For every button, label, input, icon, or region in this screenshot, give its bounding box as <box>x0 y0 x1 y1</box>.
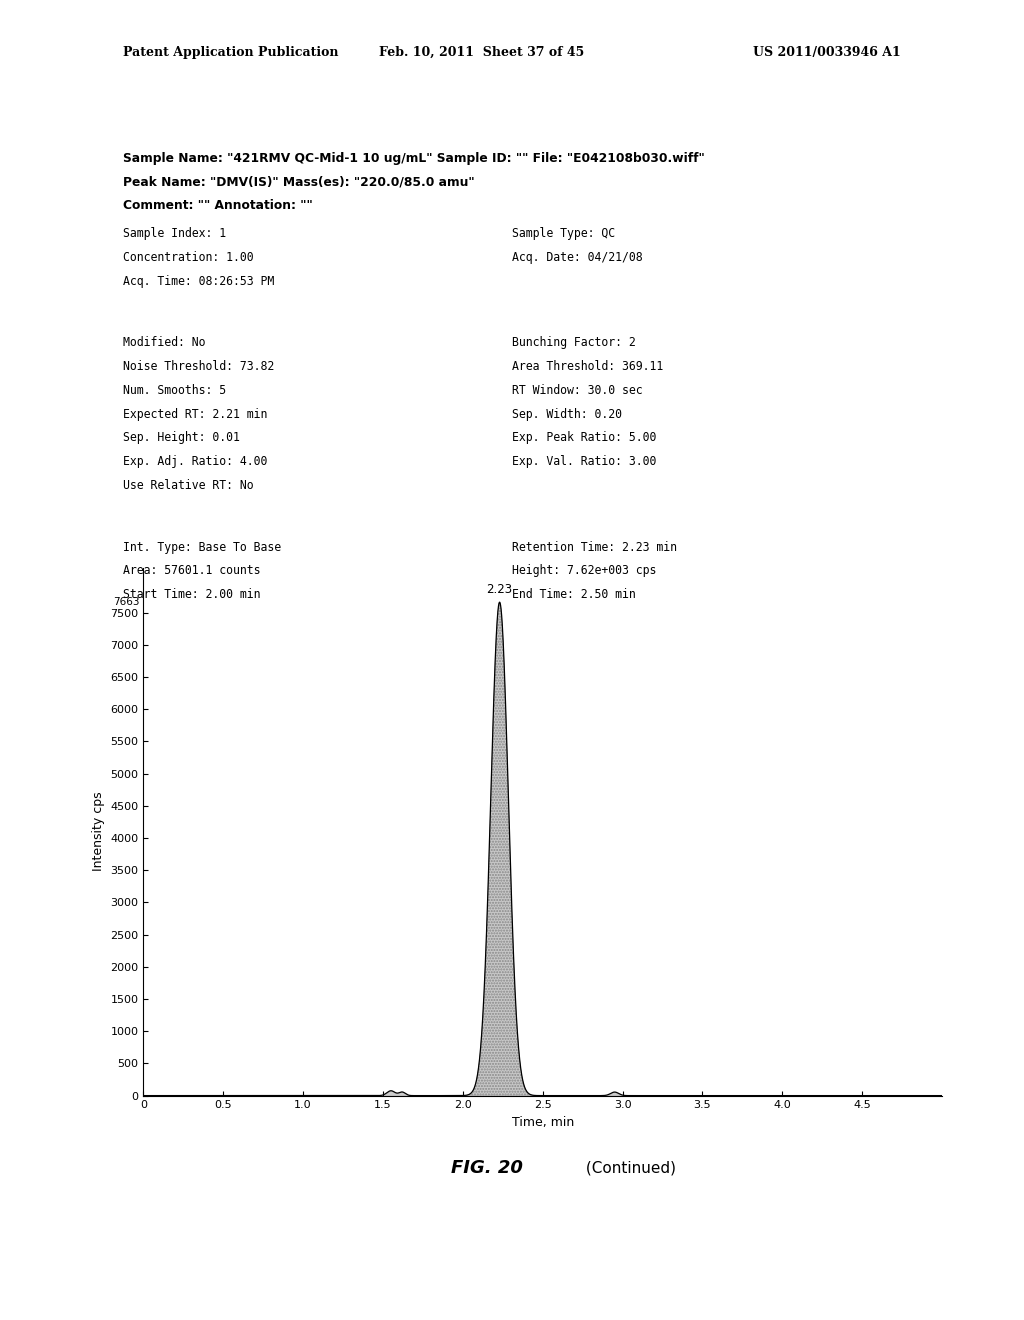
Text: 7663: 7663 <box>113 597 139 607</box>
Text: Noise Threshold: 73.82: Noise Threshold: 73.82 <box>123 360 274 374</box>
Text: Area Threshold: 369.11: Area Threshold: 369.11 <box>512 360 664 374</box>
Text: US 2011/0033946 A1: US 2011/0033946 A1 <box>754 46 901 59</box>
Text: Concentration: 1.00: Concentration: 1.00 <box>123 251 254 264</box>
Text: Retention Time: 2.23 min: Retention Time: 2.23 min <box>512 541 677 553</box>
Text: (Continued): (Continued) <box>581 1160 676 1176</box>
Text: 2.23: 2.23 <box>486 582 513 595</box>
Text: Sample Type: QC: Sample Type: QC <box>512 227 615 240</box>
Text: Sample Name: "421RMV QC-Mid-1 10 ug/mL" Sample ID: "" File: "E042108b030.wiff": Sample Name: "421RMV QC-Mid-1 10 ug/mL" … <box>123 152 705 165</box>
Text: Int. Type: Base To Base: Int. Type: Base To Base <box>123 541 281 553</box>
Text: Comment: "" Annotation: "": Comment: "" Annotation: "" <box>123 199 312 213</box>
Text: Exp. Peak Ratio: 5.00: Exp. Peak Ratio: 5.00 <box>512 432 656 445</box>
Text: Num. Smooths: 5: Num. Smooths: 5 <box>123 384 226 397</box>
Text: Exp. Val. Ratio: 3.00: Exp. Val. Ratio: 3.00 <box>512 455 656 469</box>
Text: Exp. Adj. Ratio: 4.00: Exp. Adj. Ratio: 4.00 <box>123 455 267 469</box>
Text: Patent Application Publication: Patent Application Publication <box>123 46 338 59</box>
Text: Height: 7.62e+003 cps: Height: 7.62e+003 cps <box>512 565 656 577</box>
Text: RT Window: 30.0 sec: RT Window: 30.0 sec <box>512 384 643 397</box>
X-axis label: Time, min: Time, min <box>512 1115 573 1129</box>
Text: Expected RT: 2.21 min: Expected RT: 2.21 min <box>123 408 267 421</box>
Text: Sep. Height: 0.01: Sep. Height: 0.01 <box>123 432 240 445</box>
Text: FIG. 20: FIG. 20 <box>451 1159 522 1177</box>
Text: Start Time: 2.00 min: Start Time: 2.00 min <box>123 589 260 601</box>
Text: Acq. Date: 04/21/08: Acq. Date: 04/21/08 <box>512 251 643 264</box>
Text: Feb. 10, 2011  Sheet 37 of 45: Feb. 10, 2011 Sheet 37 of 45 <box>379 46 584 59</box>
Text: Peak Name: "DMV(IS)" Mass(es): "220.0/85.0 amu": Peak Name: "DMV(IS)" Mass(es): "220.0/85… <box>123 176 474 189</box>
Y-axis label: Intensity cps: Intensity cps <box>92 792 104 871</box>
Text: Acq. Time: 08:26:53 PM: Acq. Time: 08:26:53 PM <box>123 275 274 288</box>
Text: Area: 57601.1 counts: Area: 57601.1 counts <box>123 565 260 577</box>
Text: Use Relative RT: No: Use Relative RT: No <box>123 479 254 492</box>
Text: Bunching Factor: 2: Bunching Factor: 2 <box>512 337 636 350</box>
Text: Sep. Width: 0.20: Sep. Width: 0.20 <box>512 408 622 421</box>
Text: End Time: 2.50 min: End Time: 2.50 min <box>512 589 636 601</box>
Text: Sample Index: 1: Sample Index: 1 <box>123 227 226 240</box>
Text: Modified: No: Modified: No <box>123 337 206 350</box>
